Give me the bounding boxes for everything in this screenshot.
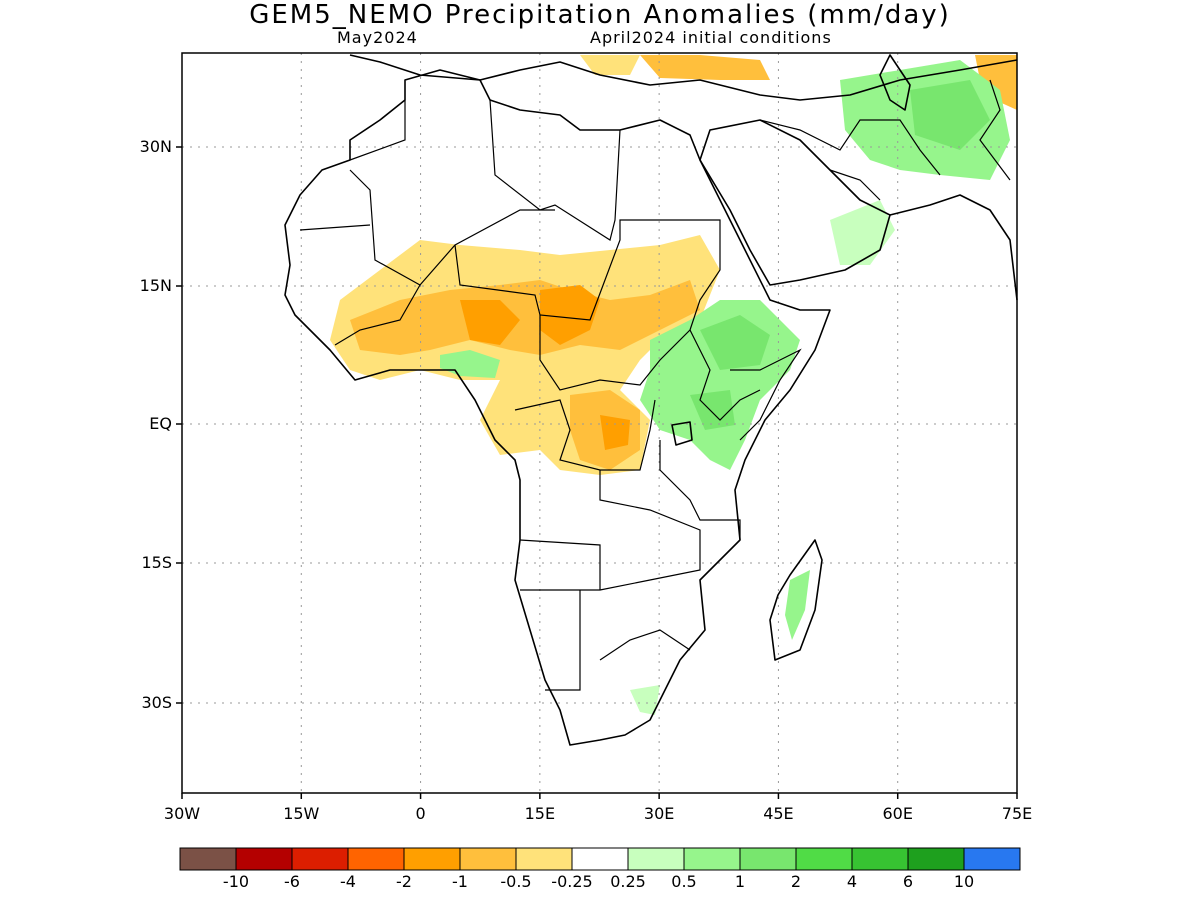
sahel-dry-anomaly-core: [350, 280, 700, 355]
colorbar-label: 10: [953, 872, 975, 891]
colorbar-swatch: [179, 847, 237, 871]
colorbar-swatch: [291, 847, 349, 871]
colorbar-swatch: [627, 847, 685, 871]
colorbar-swatch: [515, 847, 573, 871]
colorbar-label: -1: [452, 872, 468, 891]
colorbar-label: -4: [340, 872, 356, 891]
colorbar-label: 2: [790, 872, 802, 891]
madagascar-wet-anomaly: [785, 570, 810, 640]
coastline: [284, 54, 1018, 746]
colorbar-swatch: [459, 847, 517, 871]
colorbar-swatch: [347, 847, 405, 871]
nigeria-dry-core: [460, 300, 520, 345]
latitude-label: 15S: [141, 553, 172, 572]
longitude-label: 75E: [1001, 804, 1033, 823]
colorbar-swatch: [963, 847, 1021, 871]
longitude-label: 45E: [763, 804, 794, 823]
caspian-coastline: [879, 54, 911, 111]
colorbar-label: -0.5: [500, 872, 532, 891]
latitude-label: 15N: [139, 276, 172, 295]
colorbar: [179, 847, 1021, 871]
colorbar-swatch: [739, 847, 797, 871]
longitude-label: 30W: [163, 804, 201, 823]
madagascar-coastline: [769, 539, 823, 661]
border-central: [539, 315, 761, 421]
colorbar-label: 0.25: [610, 872, 646, 891]
latitude-label: EQ: [149, 414, 172, 433]
chart-title: GEM5_NEMO Precipitation Anomalies (mm/da…: [249, 0, 951, 30]
iran-wet-core: [910, 80, 990, 150]
longitude-label: 30E: [643, 804, 675, 823]
arabia-wet-anomaly: [830, 200, 895, 265]
axis-ticks: [176, 146, 1018, 799]
lake-victoria: [671, 421, 693, 446]
longitude-label: 60E: [882, 804, 913, 823]
colorbar-label: -10: [222, 872, 250, 891]
colorbar-label: 6: [902, 872, 914, 891]
iran-dry-anomaly: [975, 55, 1017, 110]
chad-dry-core: [540, 285, 600, 345]
border-maghreb: [349, 99, 621, 241]
colorbar-label: 1: [734, 872, 746, 891]
south-africa-wet-anomaly: [630, 685, 660, 715]
colorbar-label: 4: [846, 872, 858, 891]
colorbar-label: 0.5: [671, 872, 697, 891]
country-borders: [299, 79, 1011, 691]
ethiopia-wet-core: [700, 315, 770, 370]
colorbar-swatch: [851, 847, 909, 871]
latitude-label: 30N: [139, 137, 172, 156]
border-middle-east: [759, 79, 1011, 201]
africa-coastline: [284, 69, 831, 746]
border-east: [659, 348, 802, 540]
border-sahel: [334, 219, 721, 346]
colorbar-label: -0.25: [551, 872, 593, 891]
colorbar-swatch: [795, 847, 853, 871]
map-frame: [181, 52, 1018, 794]
colorbar-label: -6: [284, 872, 300, 891]
longitude-label: 0: [415, 804, 426, 823]
latitude-label: 30S: [141, 693, 172, 712]
asia-coastline: [889, 194, 1018, 301]
anomaly-shading: [330, 55, 1017, 715]
congo-dry-core: [600, 415, 630, 450]
forecast-month: May2024: [337, 28, 418, 47]
longitude-label: 15E: [524, 804, 556, 823]
longitude-label: 15W: [283, 804, 320, 823]
colorbar-swatch: [907, 847, 965, 871]
colorbar-swatch: [403, 847, 461, 871]
colorbar-swatch: [683, 847, 741, 871]
initial-conditions: April2024 initial conditions: [590, 28, 832, 47]
colorbar-label: -2: [396, 872, 412, 891]
border-congo: [514, 399, 656, 471]
colorbar-swatch: [571, 847, 629, 871]
colorbar-swatch: [235, 847, 293, 871]
kenya-wet-core: [690, 390, 735, 430]
mediterranean-dry-anomaly: [640, 55, 770, 80]
border-south: [519, 470, 701, 691]
caucasus-dry-anomaly: [580, 55, 640, 75]
arabia-coastline: [699, 119, 891, 286]
